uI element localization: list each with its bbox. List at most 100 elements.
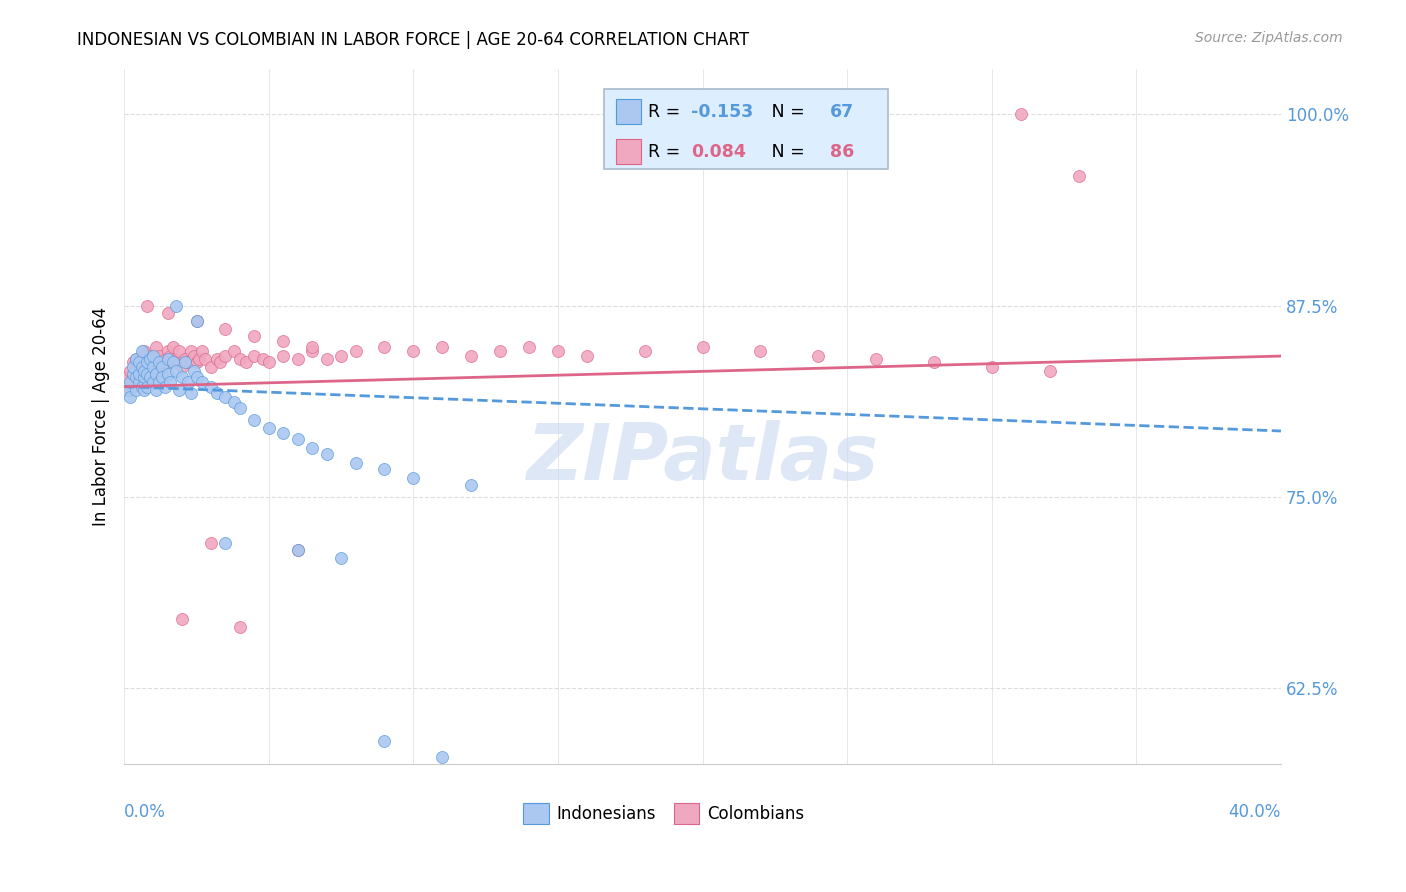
Point [128, 368, 150, 382]
Point [214, 390, 236, 404]
Point [170, 370, 193, 384]
Point [128, 359, 150, 374]
Text: ZIPatlas: ZIPatlas [526, 420, 879, 496]
Point [243, 329, 266, 343]
Point [373, 462, 395, 476]
Point [150, 359, 173, 374]
Point [575, 349, 598, 363]
Point [174, 352, 197, 367]
Point [287, 352, 309, 367]
Point [131, 379, 153, 393]
Point [122, 368, 145, 382]
Point [257, 421, 280, 435]
Point [214, 535, 236, 549]
Point [131, 344, 153, 359]
Point [200, 359, 222, 374]
Point [136, 355, 159, 369]
Point [156, 368, 179, 382]
Point [460, 349, 482, 363]
Point [125, 352, 148, 367]
Point [252, 352, 274, 367]
Point [131, 359, 153, 374]
Point [134, 370, 156, 384]
Point [194, 352, 217, 367]
Point [200, 535, 222, 549]
Point [271, 334, 294, 348]
Point [980, 359, 1002, 374]
Point [330, 550, 353, 565]
Point [180, 385, 202, 400]
Text: INDONESIAN VS COLOMBIAN IN LABOR FORCE | AGE 20-64 CORRELATION CHART: INDONESIAN VS COLOMBIAN IN LABOR FORCE |… [77, 31, 749, 49]
Point [148, 355, 170, 369]
Point [167, 344, 190, 359]
Point [118, 375, 141, 389]
Point [162, 355, 184, 369]
Point [142, 375, 165, 389]
Point [174, 355, 197, 369]
Text: 40.0%: 40.0% [1229, 803, 1281, 821]
Point [344, 344, 367, 359]
Point [136, 368, 159, 382]
Point [128, 355, 150, 369]
Text: R =: R = [648, 143, 686, 161]
Point [344, 456, 367, 470]
Point [330, 349, 353, 363]
Point [224, 344, 246, 359]
Point [136, 359, 159, 374]
Point [301, 340, 323, 354]
Point [183, 349, 205, 363]
Point [125, 370, 148, 384]
Point [165, 364, 187, 378]
Text: Indonesians: Indonesians [557, 805, 657, 822]
Point [208, 355, 231, 369]
Point [517, 340, 540, 354]
Point [229, 401, 252, 415]
Point [136, 379, 159, 393]
Point [128, 375, 150, 389]
Point [156, 306, 179, 320]
Point [139, 349, 162, 363]
Point [180, 344, 202, 359]
Point [150, 368, 173, 382]
Text: Source: ZipAtlas.com: Source: ZipAtlas.com [1195, 31, 1343, 45]
Point [177, 375, 200, 389]
Point [460, 477, 482, 491]
Point [749, 344, 772, 359]
Point [186, 314, 208, 328]
Point [159, 375, 181, 389]
Point [165, 352, 187, 367]
Text: N =: N = [755, 143, 810, 161]
Text: N =: N = [755, 103, 810, 120]
Text: 0.0%: 0.0% [124, 803, 166, 821]
Point [432, 749, 454, 764]
Point [167, 383, 190, 397]
Point [1067, 169, 1090, 183]
Text: 0.084: 0.084 [690, 143, 747, 161]
Point [162, 340, 184, 354]
Point [156, 355, 179, 369]
Point [122, 359, 145, 374]
Point [118, 364, 141, 378]
Point [131, 368, 153, 382]
Point [243, 349, 266, 363]
Point [865, 352, 887, 367]
Point [153, 379, 176, 393]
Point [432, 340, 454, 354]
Point [200, 379, 222, 393]
Text: 67: 67 [830, 103, 853, 120]
FancyBboxPatch shape [616, 99, 641, 124]
Point [243, 413, 266, 427]
Point [136, 299, 159, 313]
Point [214, 321, 236, 335]
Text: R =: R = [648, 103, 686, 120]
Point [134, 364, 156, 378]
FancyBboxPatch shape [523, 804, 548, 824]
Point [115, 383, 138, 397]
Point [692, 340, 714, 354]
Point [191, 344, 214, 359]
Point [186, 355, 208, 369]
Point [235, 355, 257, 369]
Point [142, 364, 165, 378]
Point [373, 340, 395, 354]
FancyBboxPatch shape [616, 139, 641, 164]
